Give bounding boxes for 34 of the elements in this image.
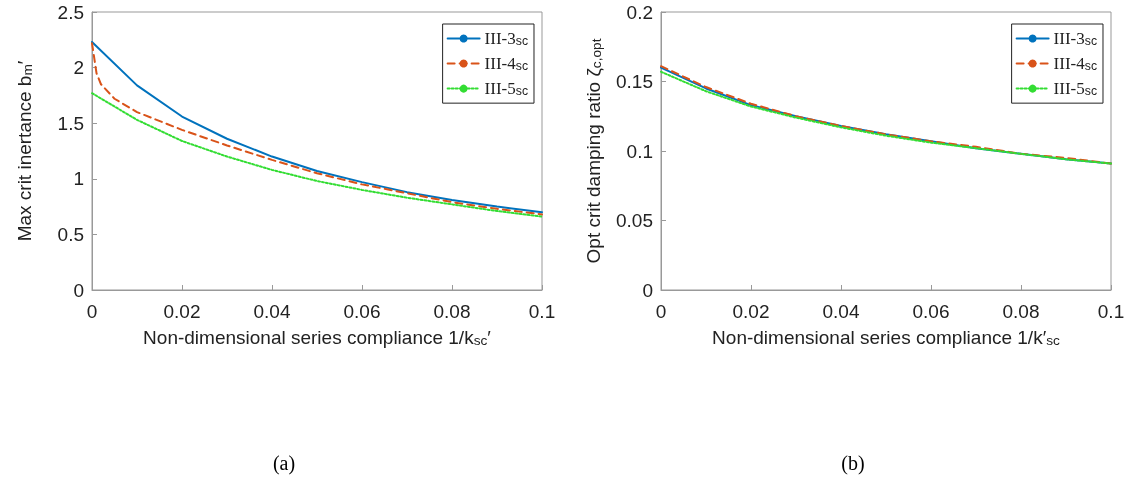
- y-tick-label: 0: [73, 279, 84, 301]
- x-tick-label: 0.08: [1002, 301, 1040, 322]
- x-tick-label: 0.1: [1097, 301, 1125, 322]
- legend-label: III-4sc: [484, 54, 528, 74]
- legend-label: III-5sc: [484, 79, 528, 99]
- y-tick-label: 0.5: [57, 223, 84, 245]
- x-tick-label: 0.04: [822, 301, 860, 322]
- x-tick-label: 0.02: [732, 301, 770, 322]
- x-tick-label: 0.06: [343, 301, 381, 322]
- text: (b): [841, 452, 865, 475]
- legend-label: III-3sc: [1053, 29, 1097, 49]
- text: (a): [272, 452, 296, 475]
- x-tick-label: 0.06: [912, 301, 950, 322]
- x-tick-label: 0: [86, 301, 98, 322]
- x-tick-label: 0: [655, 301, 667, 322]
- x-axis-title: Non-dimensional series compliance 1/ksc′: [143, 327, 492, 349]
- x-tick-label: 0.02: [163, 301, 201, 322]
- y-tick-label: 1: [73, 168, 84, 190]
- legend-label: III-4sc: [1053, 54, 1097, 74]
- y-tick-label: 0: [642, 279, 653, 301]
- y-tick-label: 1.5: [57, 112, 84, 134]
- y-tick-label: 0.05: [616, 210, 653, 231]
- y-axis-title: Max crit inertance bm′: [13, 60, 35, 242]
- x-tick-label: 0.08: [433, 301, 471, 322]
- y-tick-label: 0.2: [626, 1, 653, 23]
- legend-label: III-3sc: [484, 29, 528, 49]
- x-axis-title: Non-dimensional series compliance 1/k′sc: [712, 327, 1061, 349]
- x-tick-label: 0.04: [253, 301, 291, 322]
- y-tick-label: 2: [73, 57, 84, 79]
- legend-label: III-5sc: [1053, 79, 1097, 99]
- y-tick-label: 0.1: [626, 140, 653, 162]
- x-tick-label: 0.1: [528, 301, 556, 322]
- y-tick-label: 2.5: [57, 1, 84, 23]
- y-tick-label: 0.15: [616, 71, 653, 92]
